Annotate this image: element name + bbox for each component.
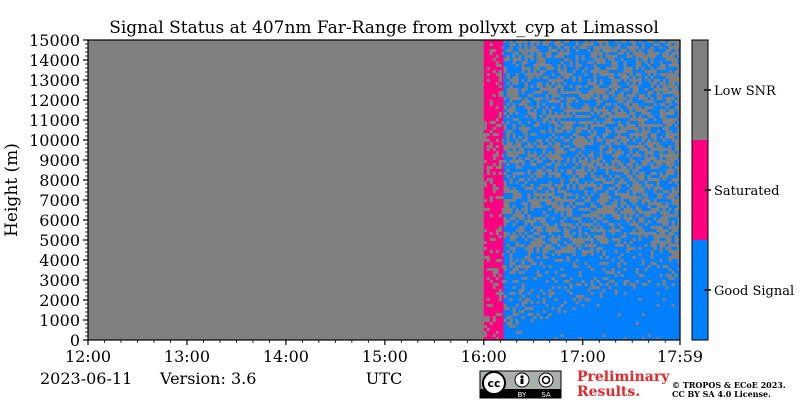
colorbar-label: Good Signal	[714, 284, 794, 299]
y-tick-label: 1000	[39, 311, 80, 330]
by-label: BY	[518, 391, 527, 399]
y-tick-label: 13000	[29, 71, 80, 90]
y-tick-label: 5000	[39, 231, 80, 250]
y-tick-label: 6000	[39, 211, 80, 230]
y-tick-label: 12000	[29, 91, 80, 110]
y-axis-label: Height (m)	[2, 143, 22, 237]
y-tick-label: 3000	[39, 271, 80, 290]
date-label: 2023-06-11	[40, 369, 132, 388]
good-signal-speckle	[503, 40, 681, 340]
x-tick-label: 13:00	[164, 347, 210, 366]
share-alike-icon	[538, 372, 554, 388]
colorbar-segment	[692, 40, 708, 140]
x-tick-label: 16:00	[461, 347, 507, 366]
footer: 2023-06-11 Version: 3.6 UTC cc BY SA Pre…	[40, 369, 786, 400]
colorbar-frame	[691, 39, 709, 341]
y-tick-label: 15000	[29, 31, 80, 50]
y-tick-label: 14000	[29, 51, 80, 70]
plot-area: 12:00 13:00 14:00 15:00 16:00 17:00 17:5901000…	[29, 31, 703, 366]
chart-title: Signal Status at 407nm Far-Range from po…	[109, 18, 659, 38]
copyright-line1: © TROPOS & ECoE 2023.	[672, 380, 786, 390]
colorbar-segment	[692, 140, 708, 240]
y-tick-label: 2000	[39, 291, 80, 310]
sa-label: SA	[541, 391, 551, 399]
y-tick-label: 4000	[39, 251, 80, 270]
cc-logo-icon	[482, 371, 506, 395]
x-tick-label: 15:00	[362, 347, 408, 366]
cc-license-badge: cc BY SA	[479, 370, 562, 399]
y-tick-label: 10000	[29, 131, 80, 150]
colorbar-label: Saturated	[714, 184, 779, 199]
plot-frame	[87, 39, 681, 341]
cc-logo-text: cc	[487, 377, 500, 390]
version-label: Version: 3.6	[159, 369, 256, 388]
axis-ticks: 12:00 13:00 14:00 15:00 16:00 17:00 17:5901000…	[29, 31, 703, 366]
x-tick-label: 14:00	[263, 347, 309, 366]
colorbar: Good Signal Saturated Low SNR	[691, 39, 794, 341]
y-tick-label: 9000	[39, 151, 80, 170]
y-tick-label: 0	[70, 331, 80, 350]
colorbar-label: Low SNR	[714, 84, 777, 99]
region-saturated-base	[483, 332, 514, 340]
preliminary-label-line1: Preliminary	[577, 369, 670, 385]
x-tick-label: 12:00	[65, 347, 111, 366]
x-tick-label: 17:59	[657, 347, 703, 366]
heatmap-layer	[88, 40, 681, 340]
copyright-line2: CC BY SA 4.0 License.	[672, 389, 771, 399]
preliminary-label-line2: Results.	[577, 384, 640, 400]
y-tick-label: 7000	[39, 191, 80, 210]
colorbar-segment	[692, 240, 708, 340]
y-tick-label: 11000	[29, 111, 80, 130]
saturated-speckle	[483, 43, 505, 340]
x-axis-label: UTC	[366, 369, 402, 388]
y-tick-label: 8000	[39, 171, 80, 190]
x-tick-label: 17:00	[560, 347, 606, 366]
